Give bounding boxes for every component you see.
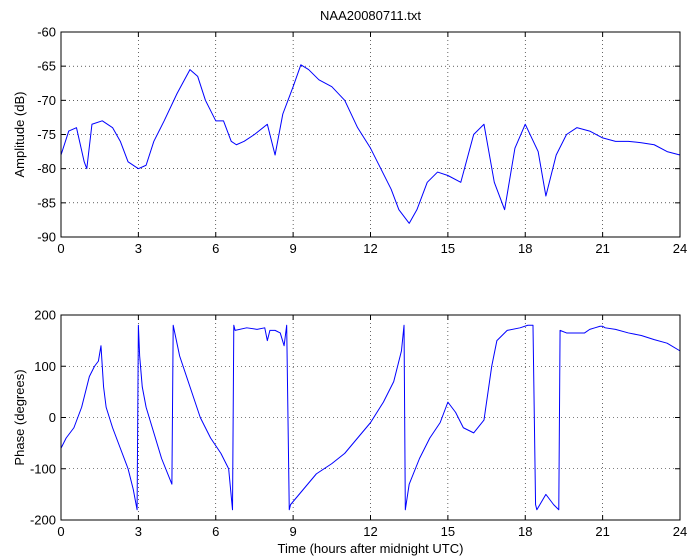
x-tick-label: 3 xyxy=(135,241,142,256)
amplitude-series-line xyxy=(60,64,681,224)
x-tick-label: 18 xyxy=(518,524,532,539)
x-tick-label: 3 xyxy=(135,524,142,539)
y-tick-label: -100 xyxy=(30,461,56,476)
phase-x-axis-label: Time (hours after midnight UTC) xyxy=(278,541,464,556)
y-tick-label: 100 xyxy=(34,359,56,374)
x-tick-label: 21 xyxy=(595,241,609,256)
phase-y-axis-label: Phase (degrees) xyxy=(12,369,27,465)
y-tick-label: -70 xyxy=(37,93,56,108)
x-tick-label: 9 xyxy=(290,524,297,539)
x-tick-label: 15 xyxy=(441,241,455,256)
axes-frame xyxy=(60,314,681,521)
x-tick-label: 24 xyxy=(673,524,687,539)
x-tick-label: 6 xyxy=(212,524,219,539)
x-tick-label: 0 xyxy=(57,524,64,539)
plot-area xyxy=(61,32,680,237)
amplitude-axes: NAA20080711.txt Amplitude (dB) 0 3 6 9 12 15 1… xyxy=(12,8,687,256)
y-tick-label: -90 xyxy=(37,230,56,245)
y-tick-label: -200 xyxy=(30,513,56,528)
phase-series-line xyxy=(60,324,681,511)
x-tick-label: 6 xyxy=(212,241,219,256)
x-tick-label: 12 xyxy=(363,524,377,539)
y-tick-label: -65 xyxy=(37,59,56,74)
y-tick-label: -75 xyxy=(37,127,56,142)
y-tick-label: -60 xyxy=(37,25,56,40)
x-tick-label: 21 xyxy=(595,524,609,539)
y-tick-label: -85 xyxy=(37,195,56,210)
amplitude-y-axis-label: Amplitude (dB) xyxy=(12,92,27,178)
chart-title: NAA20080711.txt xyxy=(320,8,421,23)
plot-area xyxy=(61,315,680,520)
phase-axes: Phase (degrees) Time (hours after midnig… xyxy=(12,308,687,557)
x-tick-label: 0 xyxy=(57,241,64,256)
y-tick-label: 0 xyxy=(49,410,56,425)
y-tick-label: 200 xyxy=(34,308,56,323)
x-tick-label: 12 xyxy=(363,241,377,256)
x-tick-label: 18 xyxy=(518,241,532,256)
x-tick-label: 15 xyxy=(441,524,455,539)
x-tick-label: 24 xyxy=(673,241,687,256)
x-tick-label: 9 xyxy=(290,241,297,256)
axes-frame xyxy=(60,31,681,238)
y-tick-label: -80 xyxy=(37,161,56,176)
